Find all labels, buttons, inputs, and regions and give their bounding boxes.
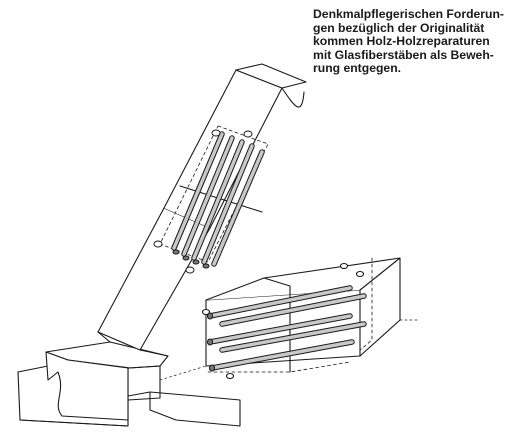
diagonal-brace	[97, 63, 307, 357]
drill-hole	[225, 372, 235, 380]
rod-end	[206, 312, 214, 320]
rod-end	[208, 364, 216, 372]
base-block	[45, 341, 169, 421]
horizontal-rods	[201, 262, 367, 380]
drill-hole	[211, 129, 221, 137]
glass-fiber-rod	[219, 293, 367, 327]
rod-end	[172, 249, 180, 255]
horizontal-beam	[205, 257, 401, 373]
caption-line-5: rung entgegen.	[313, 61, 402, 76]
glass-fiber-rod	[201, 143, 255, 265]
caption-line-3: kommen Holz-Holzreparaturen	[313, 34, 490, 49]
glass-fiber-rod	[209, 339, 355, 371]
drill-hole	[185, 266, 195, 274]
caption-line-4: mit Glasfiberstäben als Beweh-	[313, 47, 494, 62]
glass-fiber-rod	[191, 139, 245, 261]
drill-hole	[355, 270, 365, 278]
glass-fiber-rod	[171, 131, 225, 251]
caption-line-2: gen bezüglich der Originalität	[313, 20, 485, 35]
drill-hole	[153, 240, 163, 248]
glass-fiber-rod	[181, 135, 235, 257]
drill-hole	[243, 130, 253, 138]
diagonal-rods	[153, 129, 265, 274]
glass-fiber-rod	[211, 149, 265, 267]
rod-end	[182, 255, 190, 261]
glass-fiber-rod	[207, 285, 353, 319]
rod-end	[192, 259, 200, 265]
glass-fiber-rod	[207, 313, 353, 345]
construction-lines	[159, 319, 421, 381]
caption-line-1: Denkmalpflegerischen Forderun-	[313, 7, 504, 21]
rod-end	[202, 263, 210, 269]
drill-hole	[201, 308, 211, 316]
rod-end	[206, 338, 214, 346]
glass-fiber-rod	[219, 321, 367, 353]
caption-text: Denkmalpflegerischen Forderun- gen bezüg…	[313, 7, 527, 76]
drill-hole	[339, 262, 349, 270]
